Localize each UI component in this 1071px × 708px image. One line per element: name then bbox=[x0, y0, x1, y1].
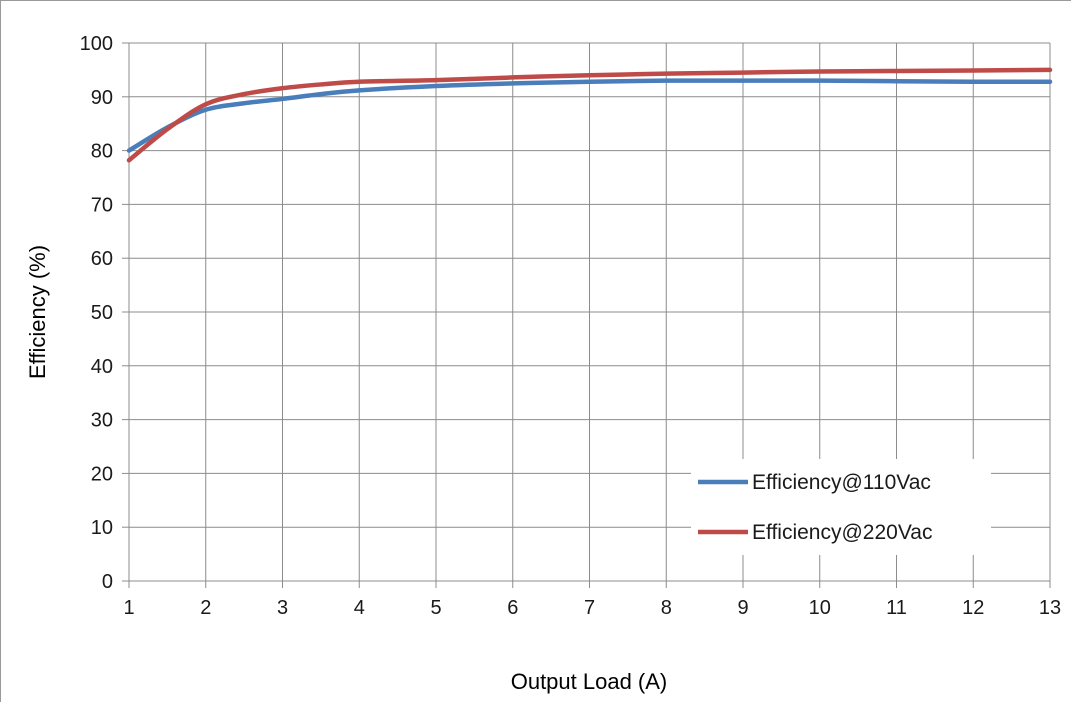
legend-label-efficiency-110vac: Efficiency@110Vac bbox=[752, 471, 931, 494]
x-tick-label-6: 6 bbox=[507, 597, 518, 619]
y-axis-title: Efficiency (%) bbox=[25, 245, 50, 379]
data-series bbox=[126, 67, 1053, 163]
y-tick-label-40: 40 bbox=[91, 356, 113, 378]
x-tick-label-2: 2 bbox=[200, 597, 211, 619]
y-tick-label-10: 10 bbox=[91, 517, 113, 539]
x-tick-label-3: 3 bbox=[277, 597, 288, 619]
series-line-efficiency-110vac bbox=[126, 78, 1053, 153]
y-tick-label-20: 20 bbox=[91, 463, 113, 485]
x-tick-label-11: 11 bbox=[886, 597, 907, 619]
y-tick-label-0: 0 bbox=[102, 571, 113, 593]
y-tick-label-80: 80 bbox=[91, 141, 113, 163]
y-tick-label-70: 70 bbox=[91, 194, 113, 216]
x-tick-label-9: 9 bbox=[737, 597, 748, 619]
y-tick-label-90: 90 bbox=[91, 87, 113, 109]
y-tick-label-100: 100 bbox=[80, 33, 113, 55]
x-tick-label-1: 1 bbox=[123, 597, 134, 619]
x-tick-label-7: 7 bbox=[584, 597, 595, 619]
x-tick-label-10: 10 bbox=[809, 597, 831, 619]
x-tick-label-13: 13 bbox=[1039, 597, 1061, 619]
gridlines bbox=[129, 42, 1051, 581]
legend-label-efficiency-220vac: Efficiency@220Vac bbox=[752, 521, 932, 544]
y-tick-label-30: 30 bbox=[91, 410, 113, 432]
series-line-efficiency-220vac bbox=[126, 67, 1053, 163]
x-tick-label-5: 5 bbox=[430, 597, 441, 619]
x-tick-label-12: 12 bbox=[962, 597, 984, 619]
legend: Efficiency@110Vac Efficiency@220Vac bbox=[691, 459, 991, 555]
y-tick-label-60: 60 bbox=[91, 248, 113, 270]
x-axis-title: Output Load (A) bbox=[511, 669, 668, 694]
x-tick-label-4: 4 bbox=[354, 597, 365, 619]
y-tick-label-50: 50 bbox=[91, 302, 113, 324]
x-tick-label-8: 8 bbox=[661, 597, 672, 619]
legend-background bbox=[691, 459, 991, 555]
axes bbox=[122, 42, 1051, 588]
